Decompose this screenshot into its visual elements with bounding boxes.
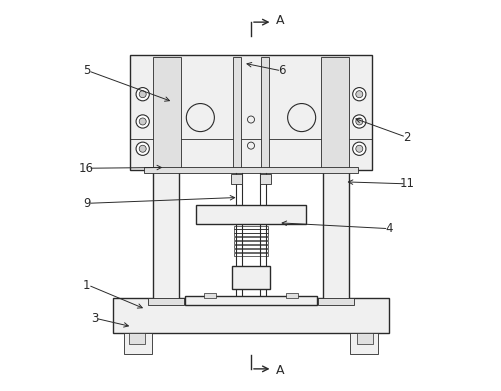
Circle shape [139, 145, 146, 152]
Bar [260, 57, 269, 168]
Circle shape [355, 118, 362, 125]
Text: A: A [275, 14, 284, 27]
Bar [184, 296, 317, 305]
Text: 1: 1 [83, 279, 90, 292]
Bar [130, 55, 371, 170]
Bar [322, 164, 349, 299]
Bar [356, 333, 372, 344]
Bar [233, 237, 268, 240]
Bar [233, 226, 268, 229]
Bar [233, 230, 268, 233]
Bar [129, 333, 145, 344]
Circle shape [186, 104, 214, 132]
Bar [317, 298, 354, 305]
Bar [152, 57, 180, 168]
Bar [196, 205, 305, 224]
Bar [144, 167, 357, 173]
Circle shape [352, 88, 365, 101]
Text: 11: 11 [399, 177, 413, 190]
Bar [152, 164, 179, 299]
Bar [233, 245, 268, 248]
Circle shape [136, 142, 149, 155]
Circle shape [247, 116, 254, 123]
Text: 5: 5 [83, 65, 90, 77]
Bar [321, 57, 349, 168]
Bar [112, 298, 389, 333]
Bar [233, 241, 268, 244]
Bar [286, 292, 297, 298]
Bar [350, 333, 378, 354]
Text: 9: 9 [83, 197, 90, 210]
Circle shape [352, 115, 365, 128]
Text: 6: 6 [278, 65, 286, 77]
Text: 2: 2 [402, 131, 410, 143]
Circle shape [136, 115, 149, 128]
Bar [147, 298, 184, 305]
Circle shape [139, 118, 146, 125]
Bar [230, 174, 241, 184]
Circle shape [355, 145, 362, 152]
Bar [233, 253, 268, 256]
Circle shape [355, 91, 362, 98]
Bar [260, 174, 271, 184]
Circle shape [287, 104, 315, 132]
Bar [204, 292, 215, 298]
Bar [233, 249, 268, 252]
Text: 16: 16 [79, 162, 94, 175]
Text: A: A [275, 364, 284, 377]
Circle shape [139, 91, 146, 98]
Text: 4: 4 [385, 222, 392, 235]
Circle shape [247, 142, 254, 149]
Bar [233, 233, 268, 237]
Bar [123, 333, 151, 354]
Bar [232, 57, 241, 168]
Text: 3: 3 [91, 312, 98, 325]
Circle shape [352, 142, 365, 155]
Circle shape [136, 88, 149, 101]
Bar [232, 265, 269, 289]
